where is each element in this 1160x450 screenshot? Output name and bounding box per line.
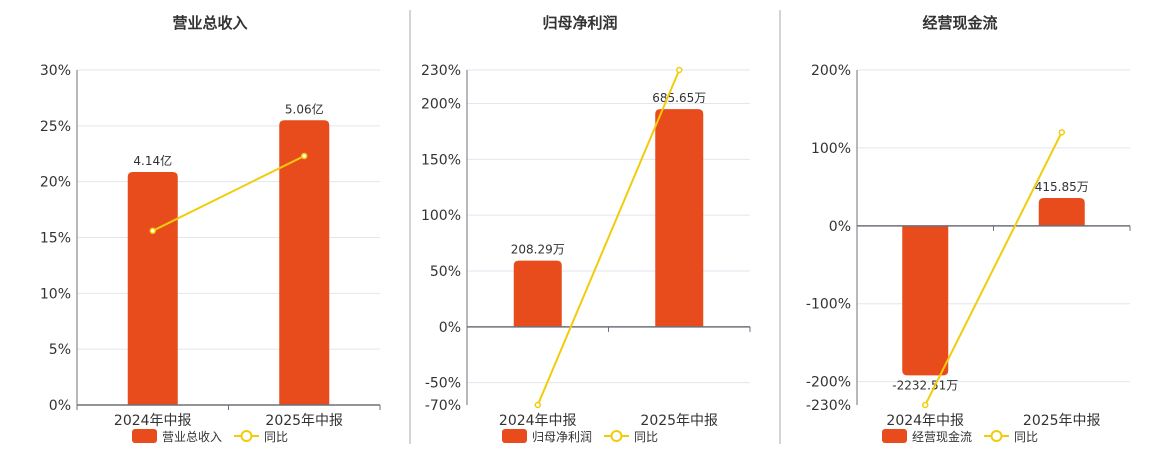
y-tick-label: -230%: [806, 398, 851, 414]
legend-line-label: 同比: [264, 430, 288, 444]
y-tick-label: -200%: [806, 375, 851, 391]
y-tick-label: 100%: [811, 141, 851, 157]
x-tick-label: 2025年中报: [265, 413, 343, 429]
chart-title: 经营现金流: [922, 14, 997, 32]
legend-bar-swatch: [502, 429, 527, 443]
chart-panel-2: 归母净利润 -70% -50% 0% 50% 100% 150% 200% 230% 208.29…: [421, 14, 751, 444]
chart-title: 营业总收入: [172, 14, 247, 32]
legend-line-marker: [240, 430, 253, 442]
y-tick-label: 100%: [421, 208, 461, 224]
legend-bar-label: 经营现金流: [912, 429, 972, 444]
x-tick-label: 2025年中报: [640, 413, 718, 429]
legend-bar-swatch: [132, 429, 157, 443]
bar: [279, 120, 330, 405]
bar: [1038, 197, 1085, 226]
yoy-line: [152, 155, 305, 232]
yoy-line: [536, 69, 681, 406]
x-tick-label: 2024年中报: [886, 413, 964, 429]
y-tick-label: 0%: [829, 219, 851, 235]
bar: [655, 109, 704, 327]
x-tick-label: 2024年中报: [114, 413, 192, 429]
bar: [902, 225, 949, 376]
chart-panel-1: 营业总收入 0% 5% 10% 15% 20% 25% 30% 4.14亿 5.06亿 2024年中…: [40, 14, 381, 444]
yoy-point: [1058, 129, 1065, 136]
yoy-point: [149, 227, 156, 235]
yoy-point: [534, 401, 541, 409]
y-tick-label: 5%: [49, 342, 71, 358]
legend-line-label: 同比: [634, 430, 658, 444]
y-tick-label: 50%: [430, 264, 461, 280]
x-tick-label: 2024年中报: [499, 413, 577, 429]
y-tick-label: 200%: [421, 97, 461, 113]
legend-line-label: 同比: [1014, 430, 1038, 444]
yoy-point: [676, 66, 683, 74]
bar: [127, 172, 178, 405]
y-tick-label: -50%: [425, 376, 461, 392]
legend-bar-swatch: [882, 429, 907, 443]
bar-value-label: -2232.51万: [892, 378, 958, 392]
chart-title: 归母净利润: [542, 14, 617, 32]
legend-bar-label: 营业总收入: [162, 430, 222, 444]
y-tick-label: 200%: [811, 63, 851, 79]
yoy-point: [301, 152, 308, 160]
legend-bar-label: 归母净利润: [532, 430, 592, 444]
bar: [513, 260, 562, 327]
y-tick-label: 15%: [40, 231, 71, 247]
bar-value-label: 5.06亿: [285, 101, 324, 116]
y-tick-label: 20%: [40, 175, 71, 191]
legend-line-marker: [990, 430, 1003, 442]
yoy-line: [924, 131, 1063, 406]
bar-value-label: 685.65万: [652, 91, 706, 105]
y-tick-label: -70%: [425, 398, 461, 414]
y-tick-label: -100%: [806, 297, 851, 313]
bar-value-label: 4.14亿: [133, 153, 172, 168]
y-tick-label: 25%: [40, 119, 71, 135]
y-tick-label: 0%: [49, 398, 71, 414]
chart-panel-3: 经营现金流 -230% -200% -100% 0% 100% 200% -2232.51万 4…: [806, 14, 1131, 444]
y-tick-label: 30%: [40, 63, 71, 79]
y-tick-label: 150%: [421, 152, 461, 168]
y-tick-label: 0%: [439, 320, 461, 336]
yoy-point: [922, 401, 929, 409]
y-tick-label: 230%: [421, 63, 461, 79]
bar-value-label: 415.85万: [1035, 180, 1089, 194]
bar-value-label: 208.29万: [511, 243, 565, 257]
legend-line-marker: [610, 430, 623, 442]
y-tick-label: 10%: [40, 286, 71, 302]
x-tick-label: 2025年中报: [1023, 413, 1101, 429]
